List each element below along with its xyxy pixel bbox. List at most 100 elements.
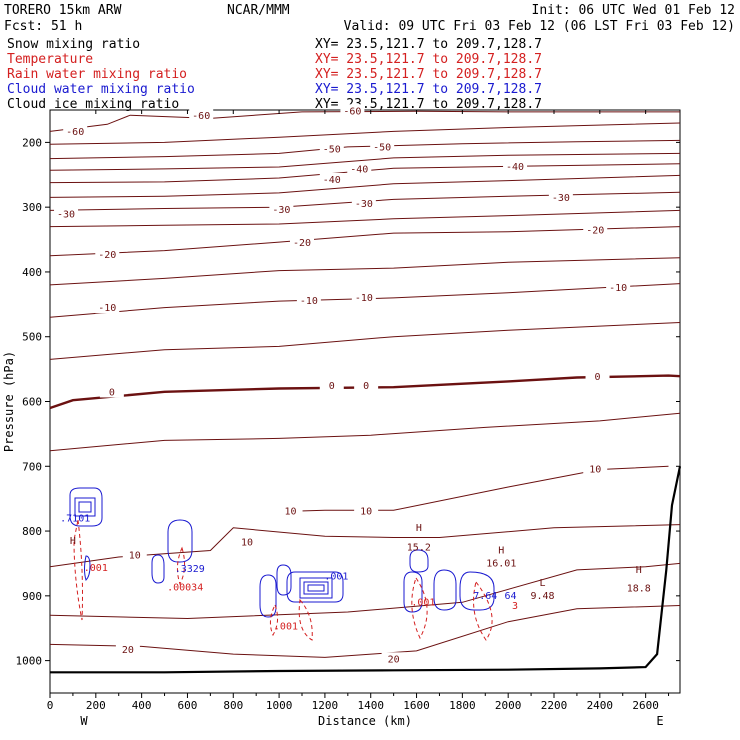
isotherm-label: -60 [343,106,361,117]
isotherm-line [49,152,681,171]
isotherm-label-bg [290,235,314,248]
valid-time: Valid: 09 UTC Fri 03 Feb 12 (06 LST Fri … [344,19,735,34]
isotherm-line [49,562,681,620]
isotherm-label-bg [95,301,120,314]
isotherm-label-bg [95,248,120,261]
isotherm-label-bg [319,378,344,391]
x-tick-label: 600 [178,699,198,712]
isotherm-label-bg [54,207,79,220]
isotherm-label-bg [585,369,610,382]
isotherm-label: 0 [109,387,115,398]
isotherm-label-bg [606,281,631,294]
y-tick-label: 500 [22,331,42,344]
extremum-label: .001 [274,622,298,633]
isotherm-label-bg [269,202,294,215]
contour-labels: -60 -60 -60 -50 -50 -40 -40 -40 -30 -30 -30 -30 -20 -… [54,104,651,665]
isotherm-label: -60 [192,111,210,122]
extremum-label: H [498,546,504,557]
extremum-label: 16.01 [486,559,516,570]
y-tick-label: 900 [22,590,42,603]
field-rain-name: Rain water mixing ratio [7,67,187,82]
isotherm-line [49,226,681,257]
rain-water-contour [176,546,186,586]
isotherm-line [49,209,681,228]
isotherm-label-bg [548,191,573,204]
isotherm-label: 10 [360,507,372,518]
forecast-hour: Fcst: 51 h [4,19,82,34]
y-tick-label: 800 [22,525,42,538]
isotherm-label-bg [278,504,303,517]
x-tick-label: 200 [86,699,106,712]
x-tick-label: 0 [47,699,54,712]
cloud-water-contour [299,577,333,599]
field-cloud-water-xy: XY= 23.5,121.7 to 209.7,128.7 [315,82,542,97]
cloud-water-contour [276,564,292,596]
isotherm-label-bg [319,142,344,155]
isotherm-label: -40 [350,165,368,176]
isotherm-line [49,139,681,160]
extremum-label: 3 [512,601,518,612]
isotherm-line [49,174,681,198]
isotherm-label: 10 [241,538,253,549]
isotherm-label: -20 [98,250,116,261]
isotherm-line [49,412,681,452]
rain-water-contour [411,576,428,640]
isotherm-line [49,605,681,658]
y-tick-label: 600 [22,396,42,409]
rain-water-contour [269,603,279,637]
cloud-water-contour [433,569,457,611]
extremum-label: 15.2 [407,542,431,553]
field-snow-name: Snow mixing ratio [7,37,140,52]
isotherm-label-bg [340,104,365,117]
isotherm-line [49,257,681,286]
y-tick-label: 1000 [16,655,43,668]
extremum-label: H [636,565,642,576]
isotherm-label: 0 [363,381,369,392]
extremum-label: 7.64 [473,591,497,602]
isotherm-line [49,322,681,360]
isotherm-label: -10 [98,303,116,314]
header: TORERO 15km ARW NCAR/MMM Init: 06 UTC We… [4,3,735,112]
x-tick-label: 1200 [312,699,339,712]
field-temperature-xy: XY= 23.5,121.7 to 209.7,128.7 [315,52,542,67]
x-tick-label: 1000 [266,699,293,712]
extremum-label: H [416,523,422,534]
x-tick-label: 2600 [632,699,659,712]
isotherm-label-bg [115,643,140,656]
rain-water-contour [298,598,313,641]
cloud-water-contour [69,487,103,527]
isotherm-label: 0 [329,381,335,392]
isotherm-label-bg [319,172,344,185]
isotherm-label: -60 [66,127,84,138]
isotherm-line [49,283,681,318]
isotherm-label: -20 [293,238,311,249]
isotherm-label-bg [354,504,379,517]
isotherm-line [49,110,680,132]
extremum-label: .001 [84,563,108,574]
isotherm-label-bg [63,125,88,138]
x-tick-label: 1600 [403,699,430,712]
isotherm-line [49,524,681,568]
isotherm-line [49,122,681,145]
cloud-water-contour [74,497,96,517]
east-end-label: E [656,714,663,728]
extremum-label: .001 [324,572,348,583]
west-end-label: W [80,714,88,728]
y-tick-label: 400 [22,266,42,279]
cloud-water-contour [409,549,429,573]
model-title: TORERO 15km ARW [4,3,122,18]
isotherm-label: -10 [355,293,373,304]
rain-water-contour [73,519,83,621]
x-tick-label: 400 [132,699,152,712]
isotherm-label: 0 [595,372,601,383]
x-tick-label: 1400 [357,699,384,712]
x-tick-label: 1800 [449,699,476,712]
org-label: NCAR/MMM [227,3,290,18]
field-temperature-name: Temperature [7,52,93,67]
field-cloud-water-name: Cloud water mixing ratio [7,82,195,97]
isotherm-label-bg [235,535,260,548]
isotherm-label: -30 [272,205,290,216]
cloud-water-contour [303,581,329,595]
